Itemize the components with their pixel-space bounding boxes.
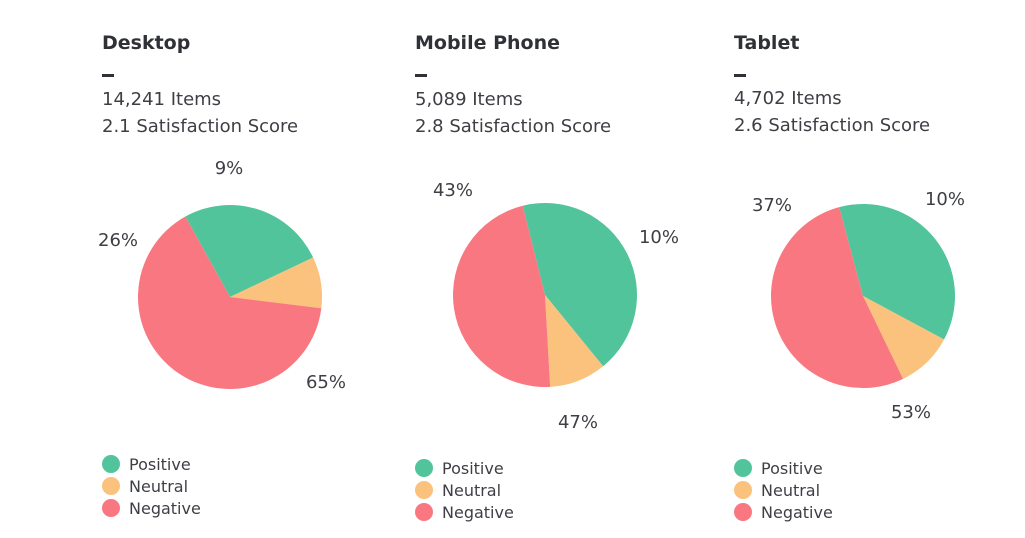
legend-label: Neutral xyxy=(761,480,821,500)
title-dash xyxy=(102,74,114,77)
positive-data-label: 37% xyxy=(752,195,792,216)
legend-label: Neutral xyxy=(442,480,502,500)
neutral-slice xyxy=(863,296,945,379)
legend-item-neutral: Neutral xyxy=(415,479,514,501)
chart-title: Desktop xyxy=(102,32,191,54)
neutral-slice xyxy=(230,257,322,309)
legend-label: Positive xyxy=(442,458,504,478)
legend: Positive Neutral Negative xyxy=(102,453,201,519)
positive-slice xyxy=(522,203,637,367)
legend-label: Neutral xyxy=(129,476,189,496)
legend-item-negative: Negative xyxy=(102,497,201,519)
pie-chart: 26% 9% 65% xyxy=(98,158,346,393)
legend-item-positive: Positive xyxy=(415,457,514,479)
items-count: 14,241 Items xyxy=(102,89,222,110)
items-count: 5,089 Items xyxy=(415,89,523,110)
neutral-dot-icon xyxy=(415,481,433,499)
legend-item-positive: Positive xyxy=(734,457,833,479)
legend-item-neutral: Neutral xyxy=(102,475,201,497)
chart-title: Tablet xyxy=(734,32,800,54)
legend-label: Negative xyxy=(129,498,201,518)
neutral-data-label: 10% xyxy=(925,189,965,210)
title-dash xyxy=(415,74,427,77)
negative-data-label: 47% xyxy=(558,412,598,433)
neutral-slice xyxy=(545,295,604,387)
positive-dot-icon xyxy=(734,459,752,477)
negative-slice xyxy=(771,207,904,389)
title-dash xyxy=(734,74,746,77)
legend-label: Positive xyxy=(129,454,191,474)
positive-data-label: 26% xyxy=(98,230,138,251)
legend-item-negative: Negative xyxy=(734,501,833,523)
neutral-dot-icon xyxy=(102,477,120,495)
legend-label: Negative xyxy=(442,502,514,522)
legend-item-negative: Negative xyxy=(415,501,514,523)
positive-slice xyxy=(185,205,314,297)
negative-slice xyxy=(138,216,322,390)
positive-data-label: 43% xyxy=(433,180,473,201)
neutral-dot-icon xyxy=(734,481,752,499)
negative-slice xyxy=(453,205,551,387)
negative-dot-icon xyxy=(415,503,433,521)
pie-chart: 43% 10% 47% xyxy=(433,180,679,433)
negative-dot-icon xyxy=(734,503,752,521)
legend-item-neutral: Neutral xyxy=(734,479,833,501)
satisfaction-score: 2.6 Satisfaction Score xyxy=(734,115,931,136)
chart-title: Mobile Phone xyxy=(415,32,561,54)
neutral-data-label: 9% xyxy=(215,158,244,179)
legend: Positive Neutral Negative xyxy=(415,457,514,523)
legend-label: Negative xyxy=(761,502,833,522)
legend-label: Positive xyxy=(761,458,823,478)
positive-dot-icon xyxy=(415,459,433,477)
satisfaction-score: 2.8 Satisfaction Score xyxy=(415,116,612,137)
negative-data-label: 53% xyxy=(891,402,931,423)
positive-dot-icon xyxy=(102,455,120,473)
legend-item-positive: Positive xyxy=(102,453,201,475)
negative-dot-icon xyxy=(102,499,120,517)
panel-desktop: Desktop 14,241 Items 2.1 Satisfaction Sc… xyxy=(98,0,402,538)
legend: Positive Neutral Negative xyxy=(734,457,833,523)
satisfaction-score: 2.1 Satisfaction Score xyxy=(102,116,299,137)
positive-slice xyxy=(839,204,955,340)
items-count: 4,702 Items xyxy=(734,88,842,109)
panel-mobile-phone: Mobile Phone 5,089 Items 2.8 Satisfactio… xyxy=(415,0,715,538)
neutral-data-label: 10% xyxy=(639,227,679,248)
pie-chart: 37% 10% 53% xyxy=(752,189,965,423)
panel-tablet: Tablet 4,702 Items 2.6 Satisfaction Scor… xyxy=(734,0,1025,538)
negative-data-label: 65% xyxy=(306,372,346,393)
